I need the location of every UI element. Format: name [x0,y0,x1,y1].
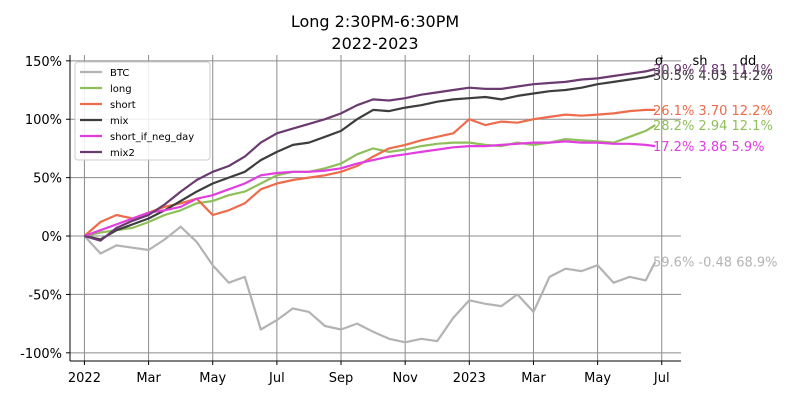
legend-label: short_if_neg_day [110,132,194,143]
y-tick-label: 100% [25,113,62,128]
legend-box [74,61,211,161]
axes: 2022 Mar May Jul Sep Nov 2023 Mar May Jul -100% -50… [20,55,681,386]
series-lines [83,67,657,344]
legend-label: mix [110,116,129,127]
x-tick-label: Mar [136,371,161,386]
x-tick-label: Jul [653,371,670,386]
legend: BTC long short mix short_if_neg_day mix2 [74,61,211,161]
series-line-short_if_neg_day [84,140,656,238]
stats-annotations: σ sh dd 59.6% -0.48 68.9% 28.2% 2.94 12.1%26… [653,54,778,271]
y-tick-label: -100% [20,347,62,362]
stats-header-label: sh [692,54,707,69]
x-tick-label: Sep [329,371,354,386]
stats-header-label: dd [740,54,757,69]
series-line-BTC [83,225,657,344]
x-tick-label: 2023 [453,371,486,386]
series-line-short [83,108,656,237]
series-line-mix [84,73,656,241]
chart-subtitle: 2022-2023 [331,34,419,53]
y-tick-label: -50% [28,288,62,303]
legend-label: BTC [110,68,129,79]
legend-label: short [110,100,136,111]
x-tick-label: 2022 [68,371,101,386]
y-tick-label: 50% [33,172,62,187]
stats-annotation-mix: 30.5% 4.03 14.2% [653,69,773,84]
stats-annotation-mix2: 30.9% 4.81 11.4% [653,63,773,78]
stats-annotation-short: 26.1% 3.70 12.2% [653,104,773,119]
stats-header-label: σ [655,54,663,69]
series-line-mix2 [84,67,656,242]
x-tick-label: May [584,371,611,386]
y-tick-label: 0% [41,230,62,245]
stats-annotation-short_if_neg_day: 17.2% 3.86 5.9% [653,140,765,155]
series-line-long [84,124,656,238]
chart-title: Long 2:30PM-6:30PM [290,12,460,31]
legend-label: mix2 [110,148,135,159]
x-tick-label: Jul [268,371,285,386]
x-tick-label: May [199,371,226,386]
y-tick-label: 150% [25,55,62,70]
stats-annotation-BTC: 59.6% -0.48 68.9% [653,256,778,271]
x-tick-label: Nov [392,371,418,386]
x-tick-label: Mar [521,371,546,386]
legend-label: long [110,84,132,95]
stats-annotation-long: 28.2% 2.94 12.1% [653,119,773,134]
